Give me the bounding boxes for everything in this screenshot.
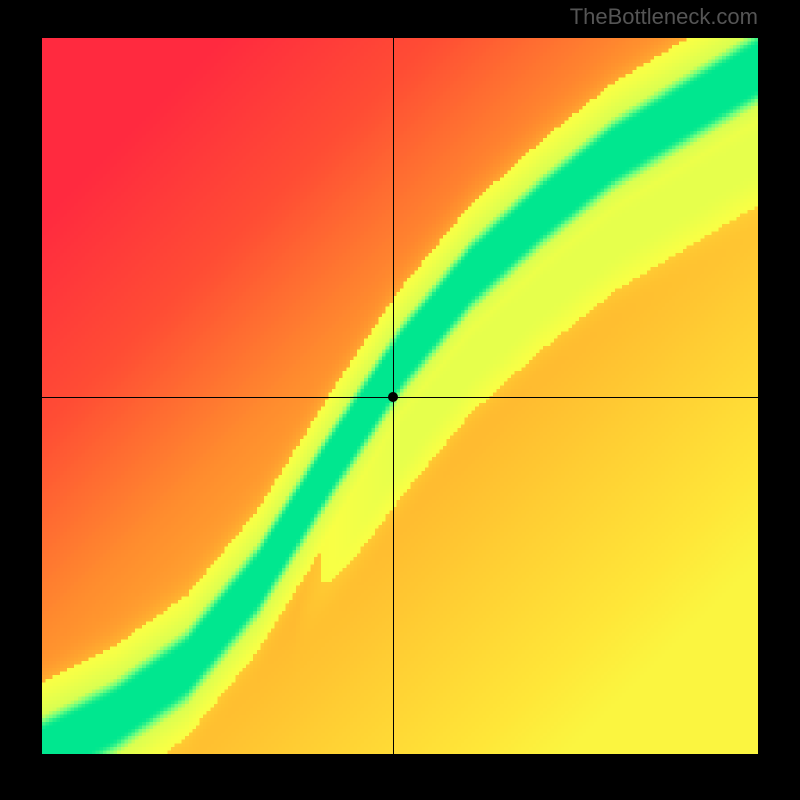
heatmap-plot [42, 38, 758, 754]
marker-dot [388, 392, 398, 402]
heatmap-canvas [42, 38, 758, 754]
watermark-text: TheBottleneck.com [570, 4, 758, 30]
crosshair-horizontal [42, 397, 758, 398]
